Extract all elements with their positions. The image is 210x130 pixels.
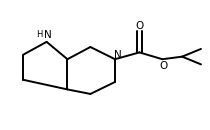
Text: N: N [44,30,52,40]
Text: H: H [36,30,42,39]
Text: O: O [159,61,168,71]
Text: O: O [135,21,144,31]
Text: N: N [114,50,121,60]
